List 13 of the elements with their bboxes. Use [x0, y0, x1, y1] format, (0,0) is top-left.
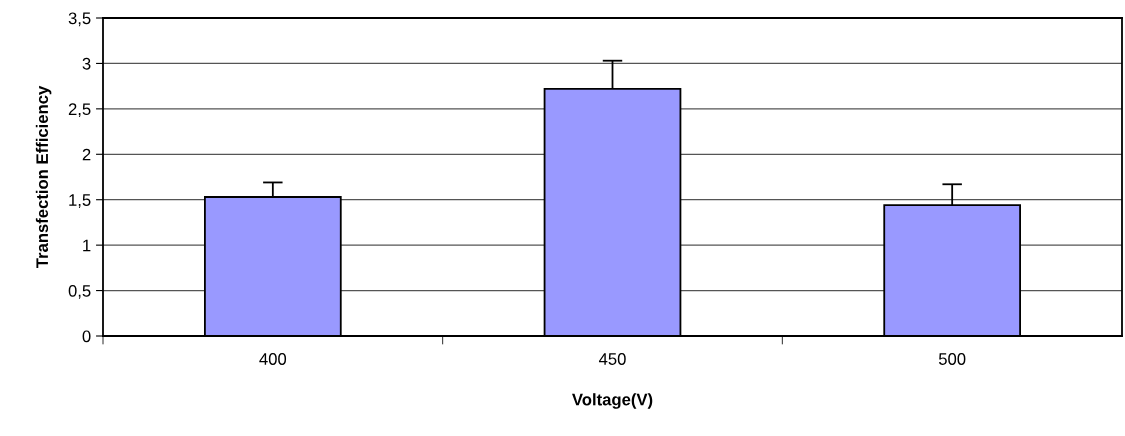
y-tick-label: 0 — [82, 330, 91, 343]
y-axis-title: Transfection Efficiency — [35, 85, 52, 269]
x-tick-label: 400 — [259, 353, 287, 365]
y-tick-label: 2 — [82, 148, 91, 161]
x-tick-label: 450 — [598, 353, 626, 365]
x-axis-title: Voltage(V) — [572, 393, 653, 409]
y-tick-label: 3,5 — [68, 12, 91, 27]
y-tick-label: 3 — [82, 57, 91, 70]
y-tick-label: 1 — [83, 239, 91, 252]
y-tick-label: 1,5 — [69, 194, 91, 208]
x-tick-label: 500 — [938, 353, 966, 365]
y-tick-label: 2,5 — [68, 103, 91, 118]
y-tick-label: 0,5 — [68, 284, 91, 299]
